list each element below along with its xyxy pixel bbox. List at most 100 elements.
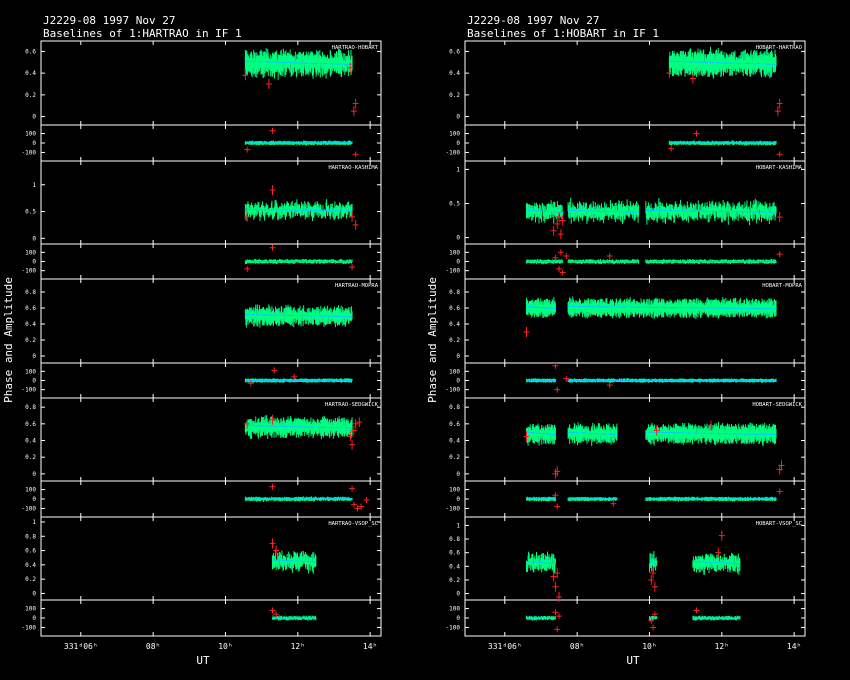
phase-tick-label: -100: [446, 387, 461, 394]
phase-tick-label: 100: [449, 249, 460, 256]
amp-model-line: [526, 305, 777, 310]
amp-tick-label: 0.6: [25, 548, 36, 555]
baseline-label: HARTRAO-HOBART: [332, 45, 379, 51]
y-axis-label: Phase and Amplitude: [426, 277, 439, 403]
amp-tick-label: 0.5: [25, 209, 36, 216]
amp-tick-label: 0: [32, 114, 36, 121]
phase-tick-label: 0: [456, 140, 460, 147]
amp-tick-label: 0.8: [25, 404, 36, 411]
phase-tick-label: 0: [32, 378, 36, 385]
baseline-hartrao-hobart: HARTRAO-HOBART 0 0.2 0.4 0.6 -100 0 100: [22, 40, 382, 162]
amp-tick-label: 0: [456, 471, 460, 478]
phase-tick-label: 0: [32, 496, 36, 503]
phase-tick-label: 100: [25, 487, 36, 494]
amp-tick-label: 0.2: [25, 576, 36, 583]
phase-tick-label: -100: [446, 268, 461, 275]
phase-tick-label: 100: [25, 131, 36, 138]
x-axis-label: UT: [196, 654, 210, 667]
phase-tick-label: -100: [446, 505, 461, 512]
baseline-hartrao-sedgwick: HARTRAO-SEDGWICK 0 0.2 0.4 0.6 0.8 -100 0 100: [22, 397, 382, 518]
baseline-hobart-kashima: HOBART-KASHIMA 0 0.5 1 -100 0 100: [446, 160, 806, 280]
data-layer: [244, 304, 353, 387]
amp-model-line: [245, 425, 353, 429]
phase-tick-label: 0: [32, 259, 36, 266]
amp-tick-label: 1: [32, 519, 36, 526]
amp-tick-label: 0: [456, 353, 460, 360]
baseline-label: HARTRAO-KASHIMA: [328, 165, 378, 171]
baseline-hobart-sedgwick: HOBART-SEDGWICK 0 0.2 0.4 0.6 0.8 -100 0 100: [446, 397, 806, 518]
amp-model-line: [245, 313, 353, 318]
amp-tick-label: 0.8: [449, 289, 460, 296]
amp-tick-label: 0.8: [25, 533, 36, 540]
phase-frame: [40, 599, 382, 637]
amp-tick-label: 0.2: [25, 92, 36, 99]
amp-tick-label: 0.2: [449, 337, 460, 344]
amp-tick-label: 0: [32, 590, 36, 597]
amp-tick-label: 0.6: [25, 305, 36, 312]
data-layer: [523, 296, 777, 393]
baseline-label: HOBART-HARTRAO: [756, 45, 802, 51]
phase-tick-label: 100: [449, 131, 460, 138]
amp-tick-label: 0.6: [25, 421, 36, 428]
phase-tick-label: -100: [22, 624, 37, 631]
phase-tick-label: -100: [446, 149, 461, 156]
baseline-label: HOBART-MOPRA: [762, 283, 802, 289]
amp-tick-label: 0.6: [25, 48, 36, 55]
x-tick-label: 14ʰ: [363, 642, 377, 651]
phase-tick-label: 100: [449, 368, 460, 375]
data-layer: [523, 420, 785, 510]
data-layer: [244, 185, 359, 272]
amplitude-frame: [40, 516, 382, 601]
amp-tick-label: 0.4: [449, 70, 460, 77]
amp-tick-label: 0: [32, 353, 36, 360]
baseline-label: HOBART-KASHIMA: [756, 165, 803, 171]
data-layer: [666, 46, 783, 158]
data-layer: [242, 48, 359, 158]
baseline-label: HOBART-SEDGWICK: [752, 402, 802, 408]
amp-model-line: [669, 60, 777, 65]
amplitude-frame: [464, 278, 806, 364]
baseline-hobart-hartrao: HOBART-HARTRAO 0 0.2 0.4 0.6 -100 0 100: [446, 40, 806, 162]
phase-tick-label: -100: [22, 268, 37, 275]
baseline-label: HARTRAO-VSOP_SC: [328, 521, 378, 527]
amp-tick-label: 0.8: [449, 404, 460, 411]
x-axis-label: UT: [626, 654, 640, 667]
data-layer: [525, 197, 783, 276]
amp-tick-label: 0.2: [25, 337, 36, 344]
phase-tick-label: 100: [25, 368, 36, 375]
amp-tick-label: 0.4: [449, 321, 460, 328]
phase-tick-label: -100: [22, 149, 37, 156]
amp-tick-label: 0.2: [449, 454, 460, 461]
amp-tick-label: 0: [32, 471, 36, 478]
x-tick-label: 12ʰ: [291, 642, 305, 651]
baseline-hartrao-vsop-sc: HARTRAO-VSOP_SC 0 0.2 0.4 0.6 0.8 1 -100 0 100: [22, 516, 382, 637]
baseline-hobart-mopra: HOBART-MOPRA 0 0.2 0.4 0.6 0.8 -100 0 100: [446, 278, 806, 399]
baseline-label: HARTRAO-MOPRA: [335, 283, 379, 289]
amp-tick-label: 0.4: [25, 70, 36, 77]
amp-tick-label: 1: [456, 166, 460, 173]
amp-model-line: [272, 559, 316, 563]
phase-tick-label: 100: [25, 606, 36, 613]
y-axis-label: Phase and Amplitude: [2, 277, 15, 403]
amp-tick-label: 0.4: [25, 321, 36, 328]
amp-tick-label: 0.5: [449, 201, 460, 208]
phase-tick-label: 100: [25, 249, 36, 256]
phase-tick-label: -100: [22, 505, 37, 512]
x-tick-label: 331ᵈ06ʰ: [64, 642, 98, 651]
amp-model-line: [245, 60, 353, 65]
amp-tick-label: 1: [32, 182, 36, 189]
amp-tick-label: 0.4: [25, 438, 36, 445]
amp-tick-label: 0.4: [449, 438, 460, 445]
amp-tick-label: 0.6: [449, 421, 460, 428]
amp-model-line: [245, 208, 353, 212]
amp-model-line: [526, 209, 777, 213]
phase-tick-label: 0: [456, 378, 460, 385]
chart-title: J2229-08 1997 Nov 27: [467, 14, 599, 27]
data-layer: [269, 538, 317, 621]
baseline-hartrao-kashima: HARTRAO-KASHIMA 0 0.5 1 -100 0 100: [22, 160, 382, 280]
amp-tick-label: 0.8: [25, 289, 36, 296]
amp-tick-label: 0.4: [25, 562, 36, 569]
